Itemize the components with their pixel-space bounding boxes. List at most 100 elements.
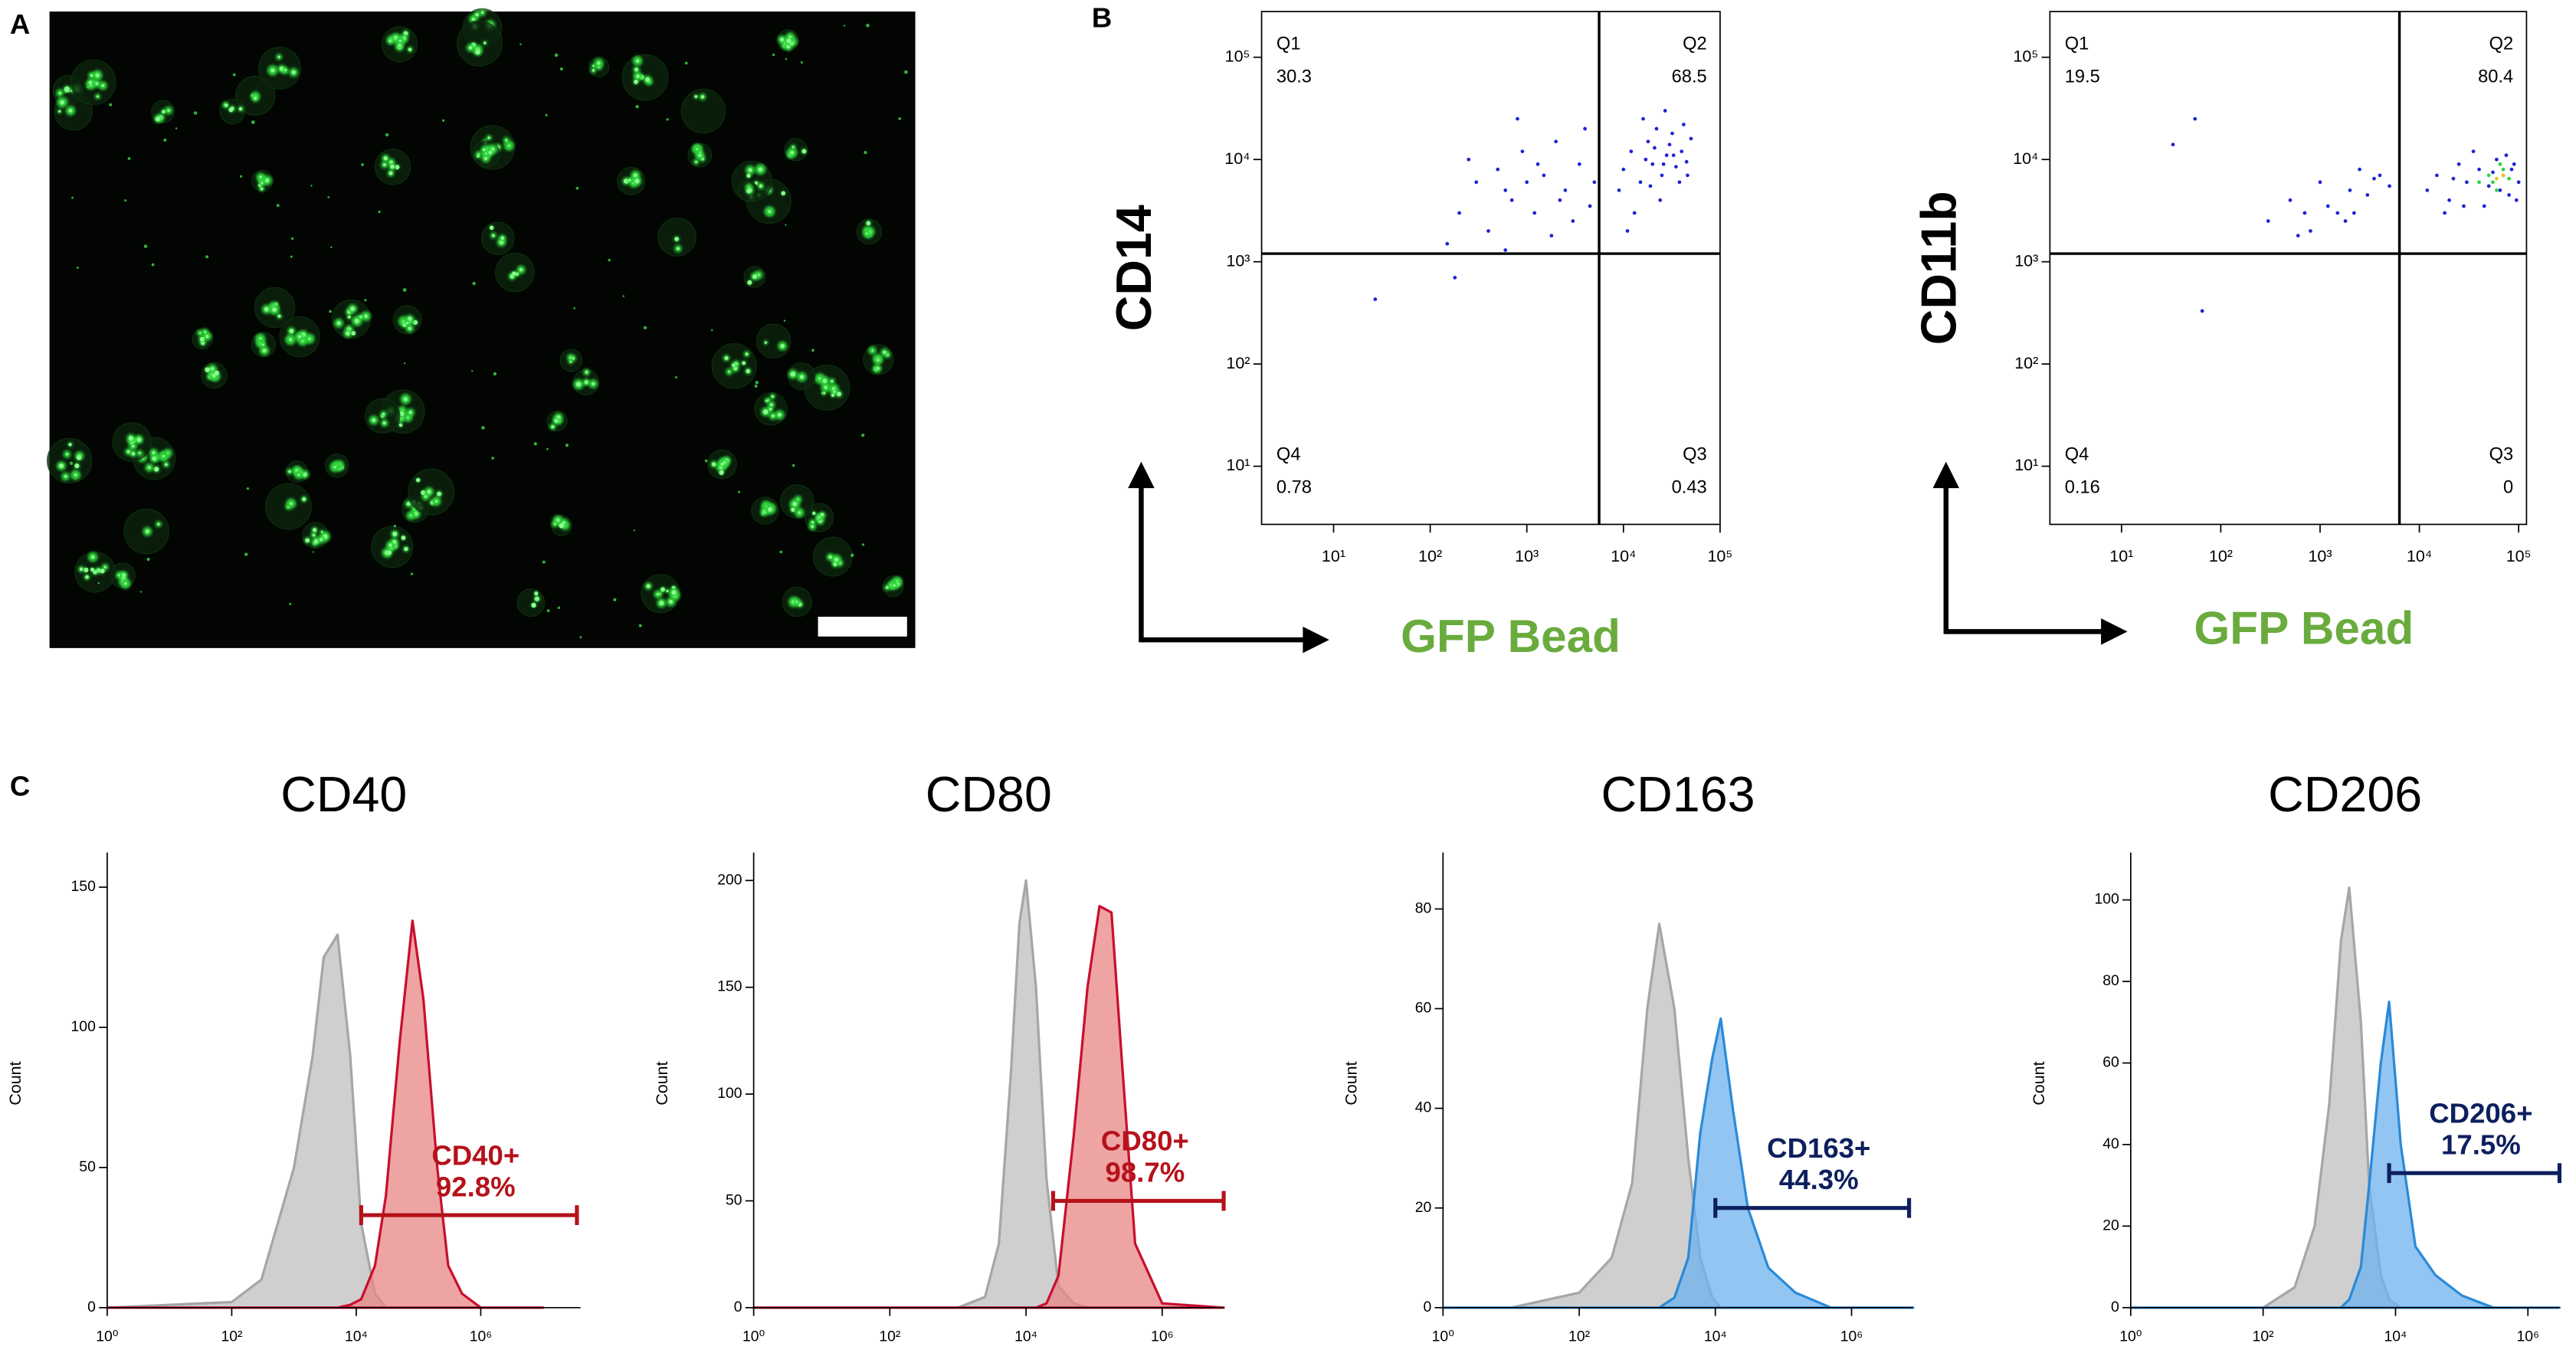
bead <box>877 359 880 362</box>
speck <box>97 581 100 585</box>
bead <box>412 319 418 325</box>
cell <box>46 437 93 484</box>
event <box>2471 149 2476 153</box>
bead <box>492 234 495 238</box>
speck <box>364 299 367 302</box>
bead <box>270 68 275 73</box>
bead <box>646 584 651 588</box>
speck <box>546 447 549 450</box>
y-tick-label: 50 <box>79 1158 96 1175</box>
quadrant-name: Q2 <box>1683 34 1707 54</box>
speck <box>755 381 759 385</box>
plot-frame <box>1260 11 1721 526</box>
gate <box>1713 1197 1912 1218</box>
y-tick-label: 10¹ <box>1226 456 1250 474</box>
bead <box>95 73 100 77</box>
event <box>1583 126 1587 131</box>
bead <box>415 477 421 483</box>
quadrant-value: 30.3 <box>1277 67 1312 87</box>
bead <box>695 160 698 163</box>
y-tick-label: 10¹ <box>2014 456 2038 474</box>
event <box>2456 162 2461 166</box>
x-tick-label: 10⁶ <box>1151 1328 1174 1345</box>
bead <box>559 523 564 529</box>
bead <box>786 38 791 44</box>
bead <box>409 514 412 517</box>
event <box>2451 176 2456 181</box>
bead <box>635 59 640 63</box>
speck <box>738 490 741 493</box>
bead <box>122 573 126 578</box>
bead <box>720 463 724 466</box>
bead <box>468 46 473 50</box>
speck <box>361 163 364 166</box>
bead <box>483 156 488 160</box>
bead <box>837 391 841 397</box>
bead <box>279 66 284 71</box>
x-axis-label: GFP Bead <box>2194 601 2414 654</box>
event <box>1563 188 1568 192</box>
bead <box>336 321 341 326</box>
speck <box>139 591 143 593</box>
speck <box>193 111 198 115</box>
x-tick-label: 10⁴ <box>1704 1328 1727 1345</box>
event <box>2171 143 2175 147</box>
event <box>2498 162 2502 166</box>
bead <box>531 602 536 608</box>
bead <box>745 352 749 356</box>
bead <box>768 210 772 214</box>
bead <box>262 343 264 346</box>
speck <box>643 326 647 329</box>
bead <box>788 35 792 39</box>
bead <box>65 453 69 456</box>
speck <box>565 444 569 447</box>
event <box>2425 188 2430 192</box>
bead <box>519 268 523 272</box>
bead <box>833 390 837 394</box>
event <box>2352 211 2356 215</box>
bead <box>205 334 209 339</box>
bead <box>58 110 61 113</box>
bead <box>155 116 161 122</box>
bead <box>488 150 493 155</box>
bead <box>883 350 887 355</box>
bead <box>382 163 386 167</box>
arrow-head <box>2101 618 2128 645</box>
chart-title: CD40 <box>280 767 407 822</box>
x-tick-label: 10⁰ <box>96 1328 119 1345</box>
y-tick-label: 10⁴ <box>1224 149 1250 168</box>
x-tick-label: 10² <box>221 1328 243 1345</box>
x-axis-label: GFP Bead <box>1401 610 1621 662</box>
speck <box>785 57 788 61</box>
cell <box>516 588 546 618</box>
speck <box>378 210 381 214</box>
speck <box>783 319 786 322</box>
event <box>1592 180 1597 185</box>
y-tick-label: 80 <box>2102 972 2119 989</box>
bead <box>347 315 351 319</box>
bead <box>398 44 401 47</box>
bead <box>512 271 516 276</box>
bead <box>728 370 731 373</box>
quadrant-value: 0.78 <box>1277 477 1312 497</box>
event <box>1503 248 1508 252</box>
bead <box>407 316 412 322</box>
bead <box>597 61 601 65</box>
quadrant-name: Q1 <box>1277 34 1301 54</box>
speck <box>850 553 854 557</box>
event <box>1535 162 1540 166</box>
bead <box>346 331 350 336</box>
bead <box>302 497 306 502</box>
bead <box>791 146 795 149</box>
event <box>1457 211 1461 215</box>
speck <box>471 370 474 372</box>
event <box>1660 173 1664 178</box>
bead <box>395 165 400 170</box>
quadrant-name: Q4 <box>1277 444 1301 464</box>
bead <box>60 100 64 105</box>
gate-value: 44.3% <box>1779 1164 1859 1195</box>
bead <box>58 91 61 95</box>
speck <box>151 263 155 267</box>
y-tick-label: 50 <box>726 1192 742 1209</box>
speck <box>800 61 803 64</box>
